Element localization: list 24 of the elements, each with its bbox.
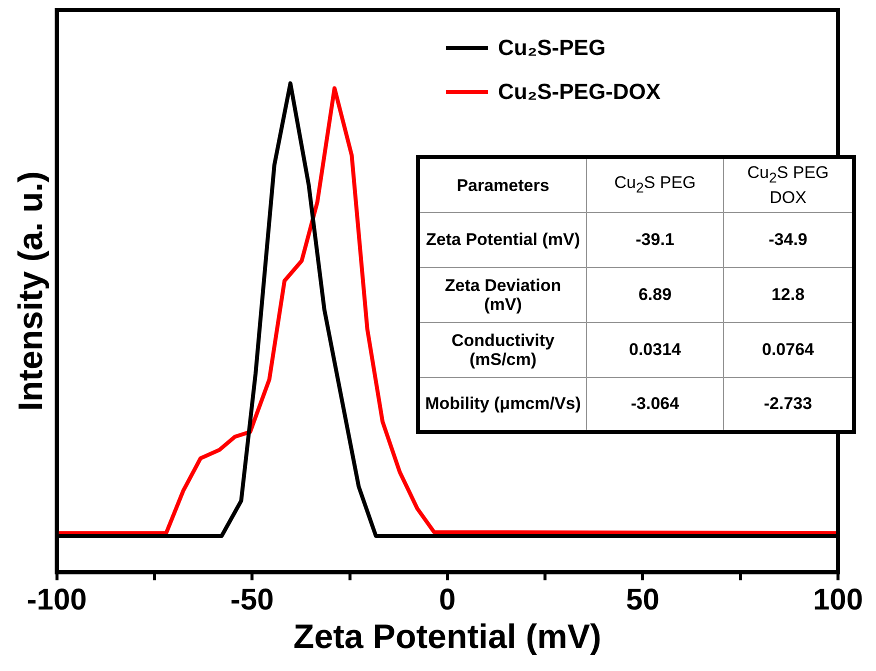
- annotation: -34.9: [724, 212, 854, 267]
- x-tick-label: 50: [626, 583, 660, 616]
- annotation: 0.0314: [586, 322, 724, 377]
- annotation: 6.89: [586, 267, 724, 322]
- annotation: Zeta Deviation (mV): [418, 267, 586, 322]
- annotation: Zeta Potential (mV): [418, 212, 586, 267]
- annotation: Cu$_{2}$S PEG DOX: [724, 157, 854, 212]
- legend-label: Cu₂S-PEG: [498, 35, 606, 61]
- y-axis-title: Intensity (a. u.): [12, 171, 50, 412]
- annotation: -2.733: [724, 377, 854, 432]
- legend-label: Cu₂S-PEG-DOX: [498, 79, 661, 105]
- annotation: 12.8: [724, 267, 854, 322]
- annotation: -3.064: [586, 377, 724, 432]
- x-tick-label: -50: [230, 583, 274, 616]
- annotation: Conductivity (mS/cm): [418, 322, 586, 377]
- annotation: 0.0764: [724, 322, 854, 377]
- annotation: Cu$_{2}$S PEG: [586, 157, 724, 212]
- x-tick-label: 0: [439, 583, 456, 616]
- annotation: -39.1: [586, 212, 724, 267]
- x-tick-label: 100: [812, 583, 864, 616]
- x-tick-label: -100: [26, 583, 87, 616]
- x-axis-title: Zeta Potential (mV): [293, 618, 602, 656]
- annotation: Mobility (μmcm/Vs): [418, 377, 586, 432]
- annotation: Parameters: [418, 157, 586, 212]
